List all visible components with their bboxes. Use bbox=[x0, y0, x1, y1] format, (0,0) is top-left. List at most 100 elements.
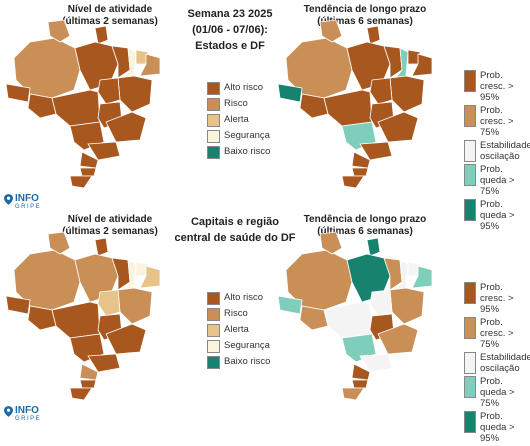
location-pin-icon bbox=[4, 406, 13, 417]
state-ro bbox=[27, 93, 57, 119]
legend-swatch bbox=[464, 199, 476, 221]
state-ne-coast bbox=[139, 53, 161, 77]
legend-swatch bbox=[207, 308, 220, 321]
legend-item: Alerta bbox=[207, 114, 270, 127]
legend-swatch bbox=[207, 146, 220, 159]
legend-item: Prob. cresc. > 75% bbox=[464, 317, 528, 350]
state-rs bbox=[341, 175, 365, 188]
state-pa bbox=[346, 41, 391, 91]
state-ba bbox=[117, 75, 153, 113]
legend-item: Segurança bbox=[207, 340, 270, 353]
legend-item: Segurança bbox=[207, 130, 270, 143]
legend-swatch bbox=[207, 292, 220, 305]
top-left-title: Nível de atividade (últimas 2 semanas) bbox=[62, 4, 158, 27]
legend-item: Risco bbox=[207, 98, 270, 111]
region-rr bbox=[47, 231, 71, 255]
legend-item: Prob. queda > 95% bbox=[464, 199, 528, 232]
region-sp bbox=[87, 353, 121, 373]
state-ro bbox=[299, 93, 329, 119]
legend-item: Baixo risco bbox=[207, 146, 270, 159]
region-ba bbox=[117, 287, 153, 325]
legend-swatch bbox=[464, 411, 476, 433]
state-to bbox=[97, 77, 121, 105]
state-rs bbox=[69, 175, 93, 188]
region-mg bbox=[105, 323, 147, 355]
top-trend-legend: Prob. cresc. > 95% Prob. cresc. > 75% Es… bbox=[464, 70, 530, 234]
state-ap bbox=[94, 25, 109, 45]
state-ap bbox=[366, 25, 381, 45]
legend-item: Alerta bbox=[207, 324, 270, 337]
region-ne-coast bbox=[139, 265, 161, 289]
legend-item: Estabilidade./ oscilação bbox=[464, 352, 530, 374]
legend-item: Prob. queda > 95% bbox=[464, 411, 528, 444]
region-ap bbox=[94, 237, 109, 257]
legend-swatch bbox=[207, 340, 220, 353]
region-ac bbox=[277, 295, 303, 315]
region-sp bbox=[359, 353, 393, 373]
bottom-center-title: Capitais e região central de saúde do DF bbox=[174, 216, 296, 244]
region-ro bbox=[27, 305, 57, 331]
map-capitals-trend bbox=[277, 231, 433, 400]
legend-item: Prob. cresc. > 95% bbox=[464, 70, 528, 103]
region-mg bbox=[377, 323, 419, 355]
top-right-title: Tendência de longo prazo (últimas 6 sema… bbox=[303, 4, 427, 27]
region-rs bbox=[69, 387, 93, 400]
region-pa bbox=[346, 253, 391, 303]
legend-swatch bbox=[207, 324, 220, 337]
bottom-activity-legend: Alto risco Risco Alerta Segurança Baixo … bbox=[207, 292, 270, 372]
region-ma bbox=[383, 257, 403, 291]
state-rr bbox=[319, 19, 343, 43]
legend-swatch bbox=[464, 164, 476, 186]
legend-item: Prob. cresc. > 75% bbox=[464, 105, 528, 138]
region-ma bbox=[111, 257, 131, 291]
region-ro bbox=[299, 305, 329, 331]
infogripe-logo: INFO GRIPE bbox=[4, 406, 41, 423]
map-states-trend bbox=[277, 19, 433, 188]
state-sc bbox=[79, 167, 97, 177]
region-ba bbox=[389, 287, 425, 325]
state-sc bbox=[351, 167, 369, 177]
region-sc bbox=[79, 379, 97, 389]
state-ac bbox=[5, 83, 31, 103]
legend-swatch bbox=[464, 70, 476, 92]
map-capitals-activity bbox=[5, 231, 161, 400]
bottom-left-title: Nível de atividade (últimas 2 semanas) bbox=[62, 214, 158, 237]
legend-item: Prob. cresc. > 95% bbox=[464, 282, 528, 315]
state-ba bbox=[389, 75, 425, 113]
region-sc bbox=[351, 379, 369, 389]
legend-swatch bbox=[464, 352, 476, 374]
legend-swatch bbox=[207, 114, 220, 127]
legend-item: Prob. queda > 75% bbox=[464, 376, 528, 409]
legend-swatch bbox=[464, 105, 476, 127]
legend-swatch bbox=[464, 282, 476, 304]
region-to bbox=[369, 289, 393, 317]
state-ma bbox=[383, 45, 403, 79]
legend-swatch bbox=[207, 82, 220, 95]
state-sp bbox=[359, 141, 393, 161]
region-ne-coast bbox=[411, 265, 433, 289]
region-rr bbox=[319, 231, 343, 255]
region-ac bbox=[5, 295, 31, 315]
legend-swatch bbox=[207, 356, 220, 369]
location-pin-icon bbox=[4, 194, 13, 205]
region-ap bbox=[366, 237, 381, 257]
legend-swatch bbox=[464, 140, 476, 162]
legend-item: Prob. queda > 75% bbox=[464, 164, 528, 197]
top-activity-legend: Alto risco Risco Alerta Segurança Baixo … bbox=[207, 82, 270, 162]
state-sp bbox=[87, 141, 121, 161]
state-to bbox=[369, 77, 393, 105]
state-ma bbox=[111, 45, 131, 79]
state-mg bbox=[105, 111, 147, 143]
region-pa bbox=[74, 253, 119, 303]
legend-swatch bbox=[464, 317, 476, 339]
legend-item: Risco bbox=[207, 308, 270, 321]
legend-item: Alto risco bbox=[207, 82, 270, 95]
state-mg bbox=[377, 111, 419, 143]
legend-swatch bbox=[207, 98, 220, 111]
infogripe-logo: INFO GRIPE bbox=[4, 194, 41, 211]
top-center-title: Semana 23 2025 (01/06 - 07/06): Estados … bbox=[187, 8, 273, 52]
state-pa bbox=[74, 41, 119, 91]
bottom-right-title: Tendência de longo prazo (últimas 6 sema… bbox=[303, 214, 427, 237]
legend-item: Alto risco bbox=[207, 292, 270, 305]
legend-item: Estabilidade./ oscilação bbox=[464, 140, 530, 162]
